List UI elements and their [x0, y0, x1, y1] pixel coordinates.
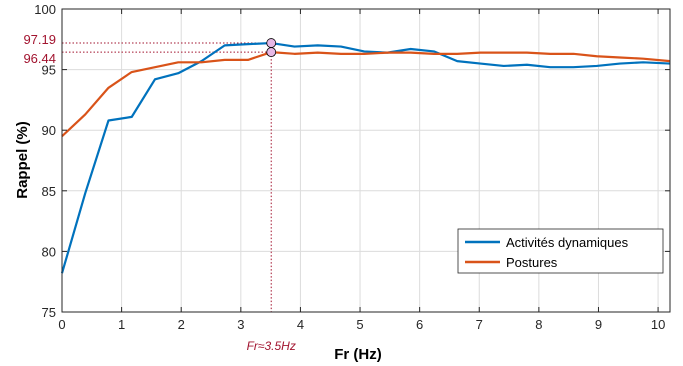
highlight-value-label-0: 97.19	[23, 32, 56, 47]
legend-label-0: Activités dynamiques	[506, 235, 629, 250]
highlight-markers	[266, 38, 277, 58]
x-tick-label: 1	[118, 317, 125, 332]
y-tick-label: 85	[42, 184, 56, 199]
y-tick-label: 90	[42, 123, 56, 138]
highlight-marker-0	[266, 38, 277, 48]
highlight-marker-1	[266, 47, 277, 58]
x-tick-label: 0	[58, 317, 65, 332]
legend-label-1: Postures	[506, 255, 558, 270]
x-tick-label: 7	[476, 317, 483, 332]
x-axis-ticks: 0 1 2 3 4 5 6 7 8 9 10	[58, 9, 665, 332]
series-group	[60, 41, 671, 274]
x-tick-label: 5	[356, 317, 363, 332]
highlight-x-label: Fr≈3.5Hz	[247, 339, 296, 353]
y-tick-label: 95	[42, 63, 56, 78]
y-tick-label: 80	[42, 244, 56, 259]
y-axis-label: Rappel (%)	[14, 121, 31, 199]
y-tick-label: 100	[34, 2, 56, 17]
legend-box	[457, 228, 664, 274]
x-tick-label: 4	[297, 317, 304, 332]
series-line-0	[60, 41, 671, 274]
reference-lines	[62, 42, 272, 312]
y-axis-ticks: 75 80 85 90 95 100	[34, 2, 670, 320]
plot-frame	[61, 8, 671, 313]
y-tick-label: 75	[42, 305, 56, 320]
x-tick-label: 10	[651, 317, 665, 332]
highlight-value-label-1: 96.44	[23, 51, 56, 66]
x-tick-label: 3	[237, 317, 244, 332]
x-tick-label: 9	[595, 317, 602, 332]
x-tick-label: 6	[416, 317, 423, 332]
x-tick-label: 8	[535, 317, 542, 332]
x-axis-label: Fr (Hz)	[334, 346, 382, 363]
x-tick-label: 2	[178, 317, 185, 332]
series-line-1	[61, 51, 671, 138]
legend[interactable]: Activités dynamiques Postures	[457, 228, 664, 274]
highlight-labels: 97.19 96.44 Fr≈3.5Hz	[23, 32, 295, 353]
